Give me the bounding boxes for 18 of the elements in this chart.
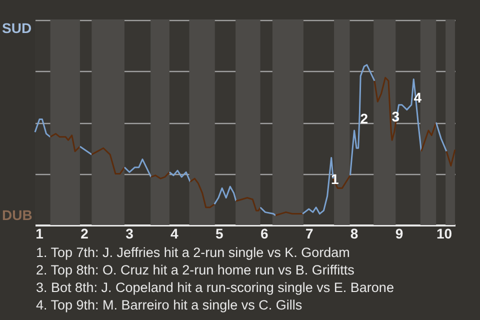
text: 1. Top 7th: J. Jeffries hit a 2-run single vs K. Gordam xyxy=(36,245,350,260)
x-tick-label: 2 xyxy=(80,226,89,242)
x-tick-label: 9 xyxy=(395,226,404,242)
text: 2. Top 8th: O. Cruz hit a 2-run home run vs B. Griffitts xyxy=(36,262,355,278)
annotation: 2 xyxy=(360,110,368,126)
x-tick-label: 7 xyxy=(305,226,314,242)
x-tick-label: 4 xyxy=(170,226,179,242)
x-tick-label: 5 xyxy=(216,226,224,242)
x-tick-label: 8 xyxy=(350,226,358,242)
annotation: 1 xyxy=(331,171,340,188)
text: 4. Top 9th: M. Barreiro hit a single vs C. Gills xyxy=(36,298,302,312)
x-tick-label: 10 xyxy=(436,226,452,242)
text: SUD xyxy=(2,20,32,36)
x-tick-label: 3 xyxy=(126,226,134,242)
x-tick-label: 6 xyxy=(260,226,268,242)
text: DUB xyxy=(2,207,32,223)
x-tick-label: 1 xyxy=(36,226,44,242)
text: 3. Bot 8th: J. Copeland hit a run-scoring single vs E. Barone xyxy=(36,280,394,295)
